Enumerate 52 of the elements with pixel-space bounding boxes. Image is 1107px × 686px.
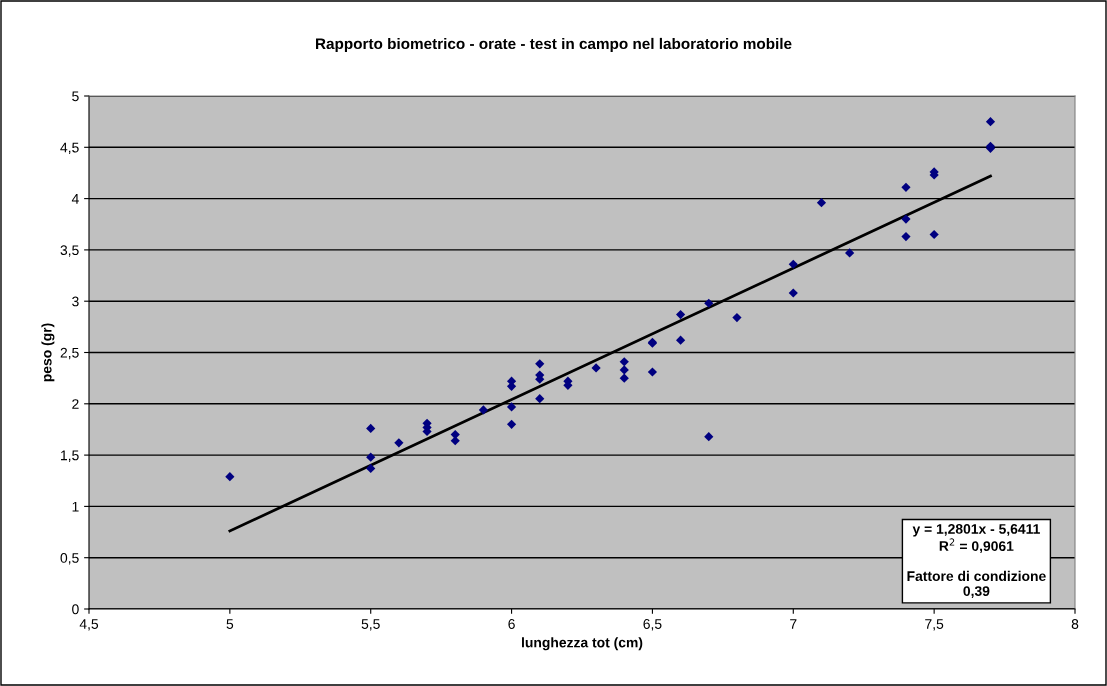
point bbox=[591, 363, 601, 373]
point bbox=[366, 452, 376, 462]
point bbox=[366, 463, 376, 474]
point bbox=[506, 419, 517, 429]
y-tick-label: 1,5 bbox=[61, 450, 79, 462]
y-tick-label: 4,5 bbox=[60, 142, 79, 155]
x-axis-title: lunghezza tot (cm) bbox=[522, 637, 643, 651]
point bbox=[675, 335, 686, 345]
point bbox=[704, 432, 714, 442]
y-tick-label: 3 bbox=[72, 296, 79, 307]
point bbox=[619, 373, 629, 383]
text: y = 1,2801x - 5,6411 R$^{2}$ = 0,9061 Fattore di condizione 0,39 bbox=[907, 524, 1046, 599]
point bbox=[901, 182, 911, 192]
x-tick-label: 6 bbox=[508, 619, 515, 629]
x-tick-label: 5,5 bbox=[361, 619, 380, 631]
point bbox=[647, 367, 658, 377]
point bbox=[929, 229, 939, 240]
point bbox=[901, 231, 911, 242]
point bbox=[732, 313, 742, 323]
y-tick-label: 3,5 bbox=[60, 245, 79, 257]
point bbox=[535, 359, 545, 369]
point bbox=[225, 472, 235, 482]
point bbox=[619, 365, 629, 375]
point bbox=[506, 402, 517, 412]
y-tick-label: 0 bbox=[72, 604, 79, 615]
x-tick-label: 8 bbox=[1071, 619, 1079, 629]
x-tick-label: 7,5 bbox=[925, 619, 944, 631]
point bbox=[366, 423, 376, 434]
point bbox=[619, 357, 629, 367]
point bbox=[788, 259, 798, 269]
point bbox=[394, 438, 404, 448]
y-tick-label: 5 bbox=[72, 91, 79, 102]
x-tick-label: 5 bbox=[226, 619, 234, 629]
y-axis-title: peso (gr) bbox=[41, 323, 55, 382]
y-tick-label: 1 bbox=[72, 501, 79, 512]
point bbox=[845, 248, 855, 258]
y-tick-label: 2 bbox=[72, 399, 79, 409]
point bbox=[985, 117, 996, 127]
y-tick-label: 2,5 bbox=[60, 347, 79, 360]
point bbox=[478, 405, 489, 415]
point bbox=[675, 309, 686, 320]
chart-title: Rapporto biometrico - orate - test in campo nel laboratorio mobile bbox=[316, 37, 792, 53]
point bbox=[535, 394, 545, 404]
y-tick-label: 0,5 bbox=[60, 553, 79, 565]
point bbox=[704, 298, 714, 308]
point bbox=[901, 214, 911, 224]
x-tick-label: 7 bbox=[790, 619, 797, 629]
y-tick-label: 4 bbox=[71, 194, 79, 204]
point bbox=[788, 288, 798, 298]
x-tick-label: 6,5 bbox=[643, 619, 662, 631]
point bbox=[450, 436, 460, 446]
point bbox=[816, 198, 827, 208]
